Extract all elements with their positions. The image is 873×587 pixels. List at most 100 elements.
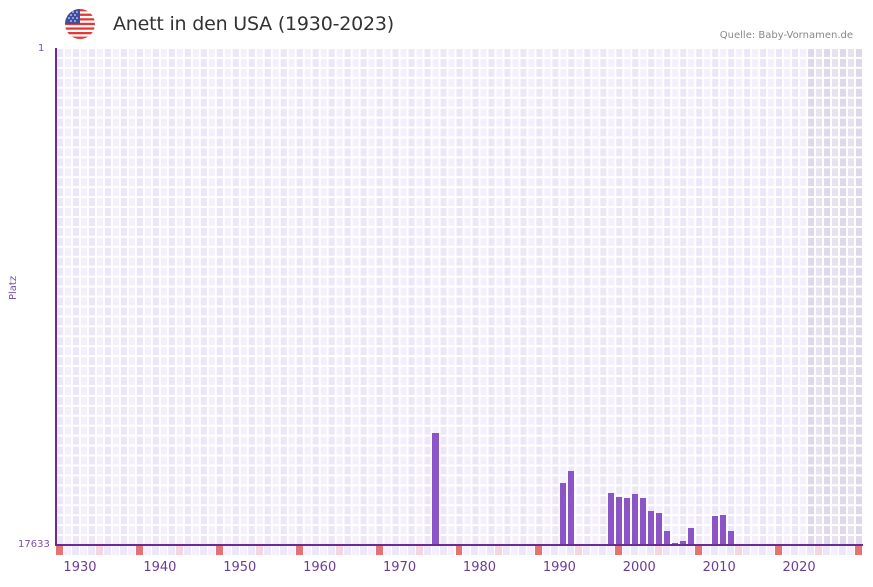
- year-marker: [471, 546, 479, 555]
- bar-2002[interactable]: [647, 510, 655, 545]
- bar-2001[interactable]: [639, 497, 647, 545]
- year-marker: [623, 546, 631, 555]
- year-marker: [223, 546, 231, 555]
- us-flag-icon: [65, 9, 95, 39]
- year-marker: [551, 546, 559, 555]
- year-marker: [807, 546, 815, 555]
- bar-1999[interactable]: [623, 497, 631, 545]
- bar-1998[interactable]: [615, 496, 623, 545]
- year-marker: [79, 546, 87, 555]
- year-marker: [343, 546, 351, 555]
- bar-2003[interactable]: [655, 512, 663, 545]
- bar-1992[interactable]: [567, 470, 575, 545]
- year-marker: [103, 546, 111, 555]
- x-axis-labels: 1930 1940 1950 1960 1970 1980 1990 2000 2010 2020: [56, 560, 863, 580]
- year-marker: [511, 546, 519, 555]
- year-marker: [151, 546, 159, 555]
- bar-1997[interactable]: [607, 492, 615, 545]
- year-marker: [431, 546, 439, 555]
- year-marker: [335, 546, 343, 555]
- year-marker: [311, 546, 319, 555]
- x-tick-1950: 1950: [223, 560, 257, 575]
- year-marker: [279, 546, 287, 555]
- year-marker: [615, 546, 623, 555]
- year-marker: [639, 546, 647, 555]
- year-marker: [87, 546, 95, 555]
- year-marker: [831, 546, 839, 555]
- x-tick-1960: 1960: [303, 560, 337, 575]
- bar-2005[interactable]: [671, 542, 679, 545]
- year-marker: [647, 546, 655, 555]
- year-marker: [823, 546, 831, 555]
- year-marker: [135, 546, 143, 555]
- year-marker: [407, 546, 415, 555]
- year-marker: [143, 546, 151, 555]
- x-tick-1990: 1990: [542, 560, 576, 575]
- year-marker: [631, 546, 639, 555]
- year-marker: [543, 546, 551, 555]
- bar-2007[interactable]: [687, 528, 695, 545]
- year-marker: [127, 546, 135, 555]
- year-marker: [383, 546, 391, 555]
- x-tick-2000: 2000: [622, 560, 656, 575]
- x-tick-1940: 1940: [143, 560, 177, 575]
- year-marker: [855, 546, 862, 555]
- year-marker: [703, 546, 711, 555]
- year-marker: [327, 546, 335, 555]
- bar-1991[interactable]: [559, 482, 567, 545]
- bar-2006[interactable]: [679, 540, 687, 545]
- year-marker: [671, 546, 679, 555]
- year-marker: [447, 546, 455, 555]
- y-axis-line: [55, 48, 57, 546]
- year-marker: [575, 546, 583, 555]
- year-marker: [175, 546, 183, 555]
- year-marker: [655, 546, 663, 555]
- year-marker: [119, 546, 127, 555]
- year-marker: [591, 546, 599, 555]
- year-marker: [167, 546, 175, 555]
- source-credit: Quelle: Baby-Vornamen.de: [719, 30, 853, 41]
- year-marker: [391, 546, 399, 555]
- year-marker: [287, 546, 295, 555]
- year-marker: [95, 546, 103, 555]
- bar-2012[interactable]: [727, 530, 735, 545]
- year-marker: [583, 546, 591, 555]
- year-marker: [487, 546, 495, 555]
- year-marker: [791, 546, 799, 555]
- year-marker: [351, 546, 359, 555]
- year-marker: [847, 546, 854, 555]
- year-marker: [815, 546, 823, 555]
- x-tick-1930: 1930: [63, 560, 97, 575]
- year-marker: [255, 546, 263, 555]
- year-marker: [535, 546, 543, 555]
- bar-2000[interactable]: [631, 493, 639, 545]
- chart-plot-area: [56, 48, 863, 545]
- year-marker: [367, 546, 375, 555]
- x-tick-2020: 2020: [782, 560, 816, 575]
- year-marker: [295, 546, 303, 555]
- year-marker: [783, 546, 791, 555]
- year-marker: [735, 546, 743, 555]
- year-marker: [303, 546, 311, 555]
- bar-2011[interactable]: [719, 514, 727, 545]
- year-marker: [607, 546, 615, 555]
- year-marker: [359, 546, 367, 555]
- year-marker: [727, 546, 735, 555]
- year-markers: [56, 546, 863, 555]
- year-marker: [375, 546, 383, 555]
- year-marker: [56, 546, 63, 555]
- bar-2004[interactable]: [663, 530, 671, 545]
- year-marker: [479, 546, 487, 555]
- year-marker: [247, 546, 255, 555]
- year-marker: [239, 546, 247, 555]
- year-marker: [567, 546, 575, 555]
- year-marker: [759, 546, 767, 555]
- year-marker: [719, 546, 727, 555]
- chart-grid: [57, 49, 862, 544]
- bar-2010[interactable]: [711, 515, 719, 545]
- year-marker: [191, 546, 199, 555]
- bar-1975[interactable]: [432, 433, 439, 545]
- year-marker: [199, 546, 207, 555]
- year-marker: [455, 546, 463, 555]
- year-marker: [687, 546, 695, 555]
